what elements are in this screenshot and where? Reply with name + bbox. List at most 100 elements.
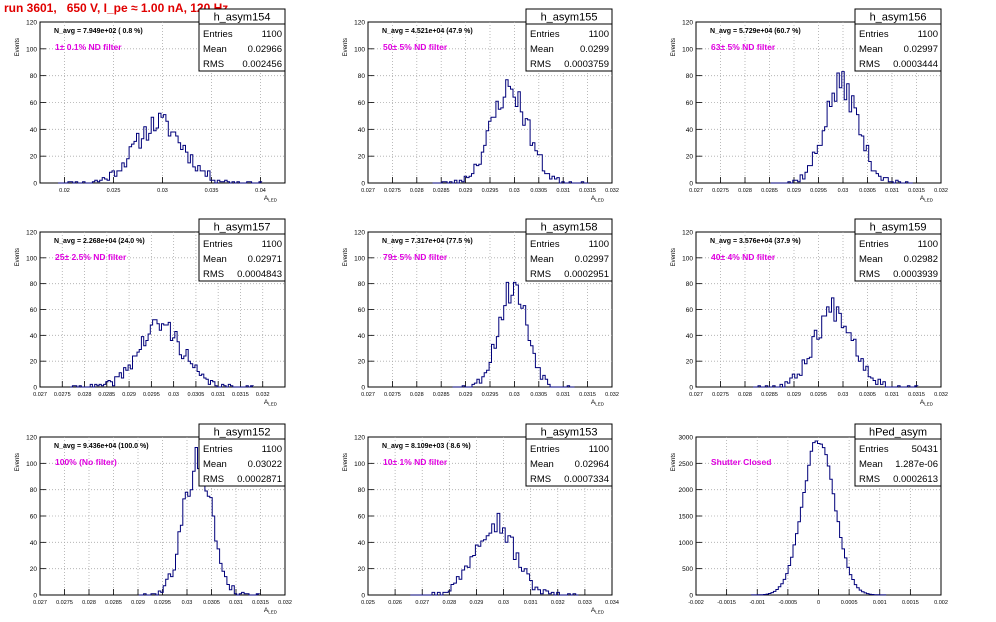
histogram-series bbox=[753, 297, 919, 388]
x-tick-label: 0.027 bbox=[33, 392, 47, 398]
y-tick-label: 120 bbox=[354, 435, 365, 442]
histogram-series bbox=[770, 71, 913, 184]
x-tick-label: 0.0275 bbox=[56, 600, 73, 606]
x-tick-label: 0.026 bbox=[388, 600, 402, 606]
y-tick-label: 20 bbox=[358, 359, 366, 366]
y-axis-label: Events bbox=[343, 38, 349, 56]
stats-value-mean: 0.02982 bbox=[904, 254, 938, 265]
y-axis-label: Events bbox=[343, 453, 349, 471]
histogram-panel-h_asym159: 0 20 40 60 80 100 120 0.027 0.0275 0.028 0.0285 0.0… bbox=[671, 218, 948, 407]
stats-value-mean: 0.02971 bbox=[248, 254, 282, 265]
y-tick-label: 20 bbox=[358, 154, 366, 161]
stats-label-mean: Mean bbox=[859, 459, 883, 470]
histogram-name: h_asym152 bbox=[214, 427, 271, 439]
x-tick-label: 0.0295 bbox=[810, 188, 827, 194]
x-tick-label: 0.0315 bbox=[908, 188, 925, 194]
y-tick-label: 20 bbox=[358, 566, 366, 573]
x-tick-label: 0.031 bbox=[556, 392, 570, 398]
histogram-name: h_asym159 bbox=[870, 222, 927, 234]
x-tick-label: 0.0305 bbox=[203, 600, 220, 606]
y-tick-label: 0 bbox=[361, 385, 365, 392]
x-tick-label: 0.032 bbox=[934, 188, 948, 194]
x-tick-label: 0.0005 bbox=[841, 600, 858, 606]
histogram-series bbox=[750, 440, 887, 596]
stats-label-mean: Mean bbox=[530, 254, 554, 265]
y-tick-label: 1000 bbox=[679, 540, 694, 547]
x-tick-label: 0.0295 bbox=[482, 392, 499, 398]
y-tick-label: 100 bbox=[682, 255, 693, 262]
histogram-panel-h_asym156: 0 20 40 60 80 100 120 0.027 0.0275 0.028 0.0285 0.0… bbox=[671, 8, 948, 203]
stats-value-rms: 0.0004843 bbox=[237, 269, 282, 280]
x-tick-label: 0.032 bbox=[551, 600, 565, 606]
x-tick-label: 0.027 bbox=[689, 188, 703, 194]
x-tick-label: 0.028 bbox=[738, 188, 752, 194]
stats-box bbox=[854, 218, 942, 282]
x-tick-label: 0.0305 bbox=[530, 392, 547, 398]
navg-annotation: N_avg = 7.317e+04 (77.5 %) bbox=[382, 238, 473, 245]
x-tick-label: 0.0295 bbox=[143, 392, 160, 398]
histogram-series bbox=[58, 112, 263, 184]
stats-value-rms: 0.002456 bbox=[242, 59, 282, 70]
stats-label-rms: RMS bbox=[530, 474, 551, 485]
stats-value-rms: 0.0007334 bbox=[564, 474, 609, 485]
x-tick-label: 0.032 bbox=[934, 392, 948, 398]
histogram-name: h_asym158 bbox=[541, 222, 598, 234]
stats-value-entries: 1100 bbox=[589, 239, 609, 250]
x-tick-label: 0.028 bbox=[78, 392, 92, 398]
stats-box bbox=[198, 423, 286, 487]
histogram-series bbox=[452, 281, 575, 388]
x-tick-label: 0.0315 bbox=[579, 392, 596, 398]
x-tick-label: 0.029 bbox=[131, 600, 145, 606]
x-tick-label: 0.02 bbox=[59, 188, 70, 194]
y-tick-label: 40 bbox=[358, 333, 366, 340]
y-tick-label: 0 bbox=[689, 593, 693, 600]
x-tick-label: 0.0305 bbox=[530, 188, 547, 194]
x-tick-label: 0.0305 bbox=[859, 392, 876, 398]
stats-label-entries: Entries bbox=[859, 239, 889, 250]
x-axis-label: ALED bbox=[920, 399, 934, 407]
navg-annotation: N_avg = 7.949e+02 ( 0.8 %) bbox=[54, 28, 143, 35]
stats-box bbox=[854, 8, 942, 72]
x-tick-label: 0.03 bbox=[168, 392, 179, 398]
histogram-name: h_asym153 bbox=[541, 427, 598, 439]
y-tick-label: 0 bbox=[361, 593, 365, 600]
filter-annotation: 25± 2.5% ND filter bbox=[55, 252, 127, 262]
x-tick-label: 0.0305 bbox=[187, 392, 204, 398]
x-tick-label: 0.029 bbox=[122, 392, 136, 398]
x-tick-label: 0.031 bbox=[556, 188, 570, 194]
y-tick-label: 20 bbox=[30, 154, 38, 161]
y-tick-label: 100 bbox=[354, 461, 365, 468]
histogram-panel-h_asym154: 0 20 40 60 80 100 120 0.02 0.025 0.03 0.035 0.04 Eve… bbox=[15, 8, 286, 203]
x-tick-label: 0.0275 bbox=[384, 392, 401, 398]
y-tick-label: 40 bbox=[30, 333, 38, 340]
stats-label-entries: Entries bbox=[530, 239, 560, 250]
x-tick-label: 0.0315 bbox=[908, 392, 925, 398]
x-tick-label: 0.032 bbox=[605, 188, 619, 194]
y-tick-label: 60 bbox=[30, 514, 38, 521]
y-tick-label: 120 bbox=[26, 230, 37, 237]
y-tick-label: 100 bbox=[26, 46, 37, 53]
stats-value-entries: 1100 bbox=[262, 29, 282, 40]
histogram-series bbox=[432, 79, 589, 184]
stats-label-mean: Mean bbox=[203, 254, 227, 265]
stats-box bbox=[198, 8, 286, 72]
y-tick-label: 40 bbox=[30, 540, 38, 547]
stats-value-rms: 0.0003939 bbox=[893, 269, 938, 280]
y-tick-label: 40 bbox=[358, 540, 366, 547]
navg-annotation: N_avg = 9.436e+04 (100.0 %) bbox=[54, 443, 149, 450]
stats-label-rms: RMS bbox=[530, 269, 551, 280]
stats-value-mean: 0.02997 bbox=[904, 44, 938, 55]
navg-annotation: N_avg = 3.576e+04 (37.9 %) bbox=[710, 238, 801, 245]
histogram-name: hPed_asym bbox=[869, 427, 927, 439]
stats-value-entries: 1100 bbox=[262, 444, 282, 455]
y-tick-label: 80 bbox=[686, 281, 694, 288]
x-axis-label: ALED bbox=[591, 399, 605, 407]
stats-label-entries: Entries bbox=[859, 444, 889, 455]
x-tick-label: 0.027 bbox=[361, 188, 375, 194]
histogram-panel-h_asym152: 0 20 40 60 80 100 120 0.027 0.0275 0.028 0.0285 0.0… bbox=[15, 423, 292, 615]
y-tick-label: 100 bbox=[26, 255, 37, 262]
histogram-panel-h_asym155: 0 20 40 60 80 100 120 0.027 0.0275 0.028 0.0285 0.0… bbox=[343, 8, 619, 203]
stats-label-rms: RMS bbox=[530, 59, 551, 70]
filter-annotation: 50± 5% ND filter bbox=[383, 42, 448, 52]
